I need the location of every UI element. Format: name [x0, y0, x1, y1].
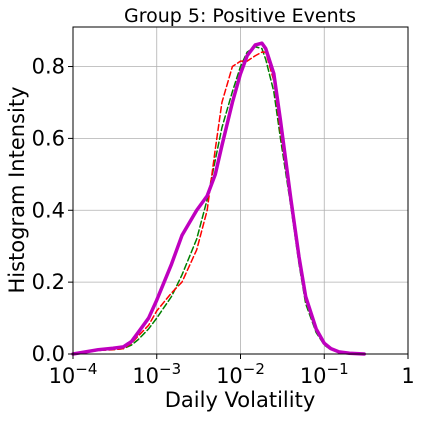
series-layer — [71, 41, 366, 356]
y-tick-label: 0.8 — [32, 55, 65, 79]
x-tick-label: 10−2 — [216, 360, 265, 388]
chart-title: Group 5: Positive Events — [124, 5, 356, 27]
series-line-3 — [71, 41, 366, 356]
y-axis-label: Histogram Intensity — [5, 86, 29, 293]
x-axis-ticks: 10−4 10−3 10−2 10−1 1 — [49, 354, 415, 388]
series-line-1 — [72, 46, 365, 355]
series-line-2 — [72, 51, 365, 355]
x-tick-label: 10−1 — [300, 360, 349, 388]
x-tick-label: 10−3 — [132, 360, 181, 388]
x-tick-label: 10−4 — [49, 360, 98, 388]
y-tick-label: 0.2 — [32, 270, 65, 294]
y-axis-ticks: 0.0 0.2 0.4 0.6 0.8 — [32, 55, 73, 366]
y-tick-label: 0.4 — [32, 198, 65, 222]
x-axis-label: Daily Volatility — [165, 388, 316, 412]
x-tick-label: 1 — [401, 364, 414, 388]
y-tick-label: 0.0 — [32, 342, 65, 366]
y-tick-label: 0.6 — [32, 126, 65, 150]
